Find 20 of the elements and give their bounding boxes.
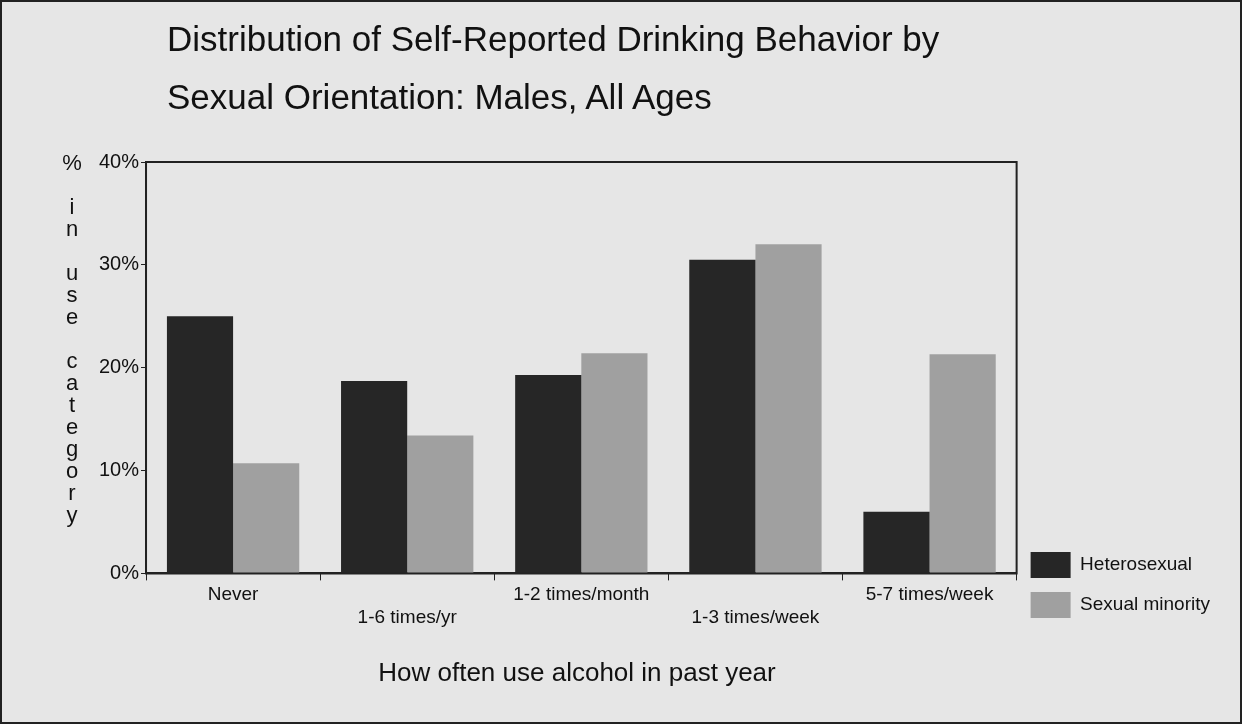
bar (581, 353, 648, 573)
y-tick-label: 0% (110, 560, 140, 583)
x-tick-label: 1-6 times/yr (357, 605, 458, 627)
y-tick-label: 20% (99, 355, 140, 378)
y-tick-label: 30% (99, 252, 140, 275)
bar (407, 435, 474, 573)
legend-label: Sexual minority (1080, 593, 1211, 615)
x-tick-label: Never (207, 583, 260, 605)
bar (233, 463, 300, 573)
y-tick-label: 40% (99, 149, 140, 172)
x-tick-label: 1-3 times/week (691, 605, 820, 627)
legend-label: Heterosexual (1080, 553, 1193, 575)
x-tick-label: 1-2 times/month (513, 583, 650, 605)
y-tick-label: 10% (99, 458, 140, 481)
bar (755, 244, 822, 573)
bar (929, 354, 996, 573)
x-axis-title: How often use alcohol in past year (377, 657, 777, 688)
text: % in use category (62, 150, 82, 527)
x-tick-label: 5-7 times/week (865, 583, 994, 605)
chart-title: Distribution of Self-Reported Drinking Behavior by Sexual Orientation: Males, All Ages (167, 18, 941, 118)
